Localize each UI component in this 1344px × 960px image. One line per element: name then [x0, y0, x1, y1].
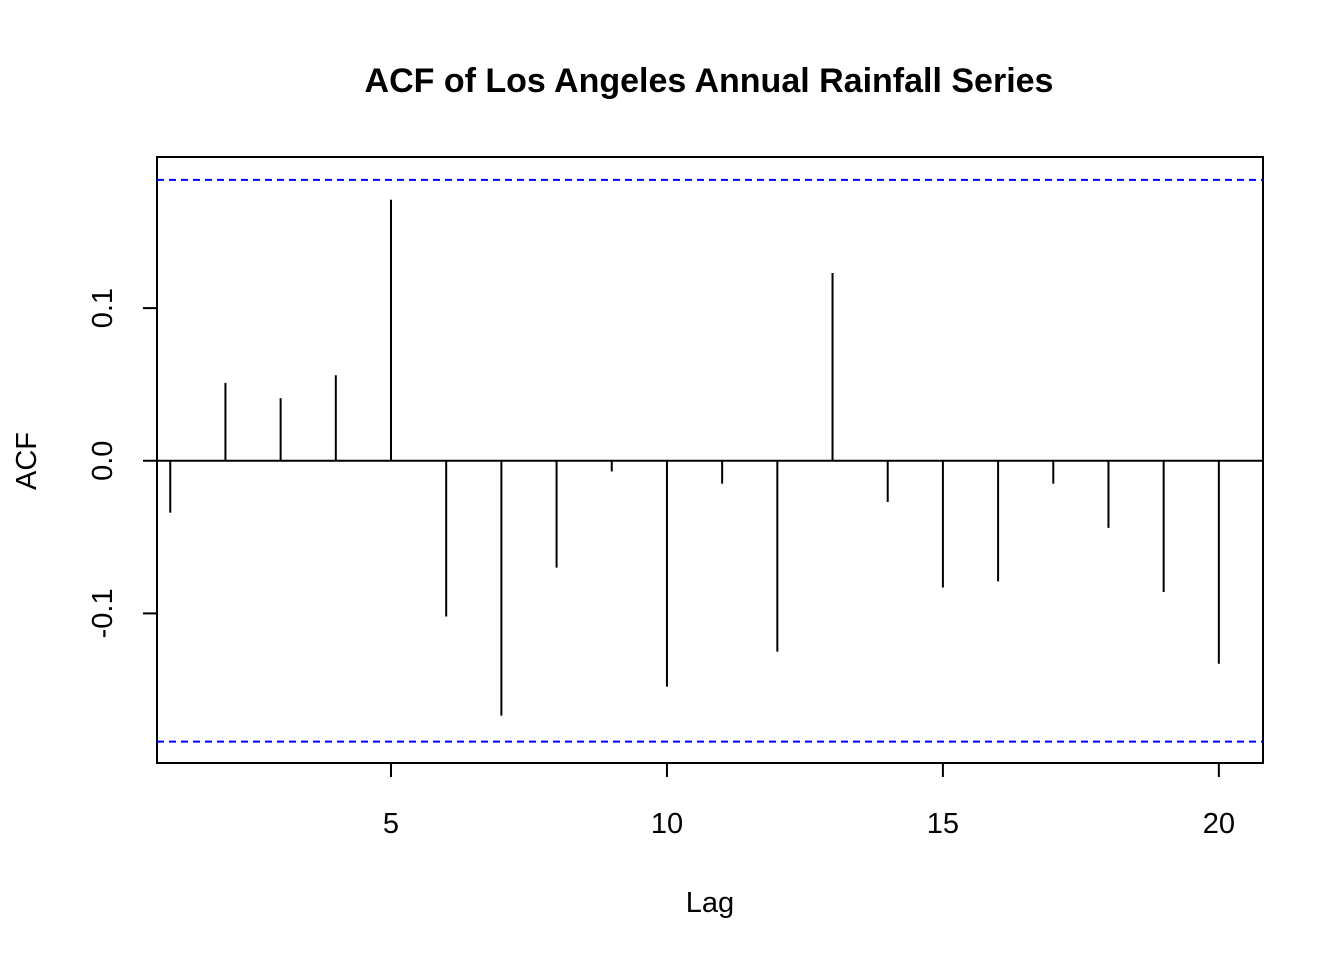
x-tick-label: 10: [651, 808, 683, 840]
y-tick-label: 0.1: [87, 288, 119, 328]
x-axis-label: Lag: [686, 887, 734, 919]
plot-marks: [157, 178, 1263, 743]
y-axis: -0.1 0.0 0.1: [87, 288, 157, 638]
y-axis-label: ACF: [11, 432, 43, 490]
y-tick-label: 0.0: [87, 441, 119, 481]
x-tick-label: 15: [927, 808, 959, 840]
x-axis: 5 10 15 20: [383, 763, 1235, 840]
y-tick-label: -0.1: [87, 588, 119, 638]
x-tick-label: 20: [1203, 808, 1235, 840]
chart-title: ACF of Los Angeles Annual Rainfall Serie…: [365, 62, 1054, 100]
x-tick-label: 5: [383, 808, 399, 840]
